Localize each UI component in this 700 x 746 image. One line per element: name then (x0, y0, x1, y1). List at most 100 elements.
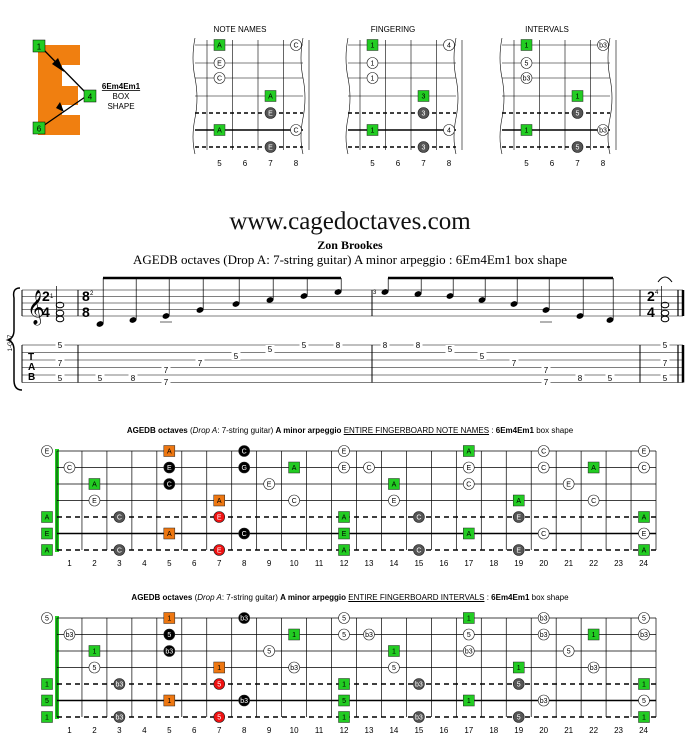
mini-note-marker-label: C (293, 43, 298, 50)
fretboard-note-marker (41, 527, 53, 540)
fretboard-note-marker-label: E (516, 515, 521, 522)
fretboard-note-marker-label: E (167, 465, 172, 472)
shape-panel: 1 4 6 6Em4Em1 BOX SHAPE (32, 39, 141, 135)
fretboard-note-marker-label: E (45, 531, 50, 538)
tab-number-bg (231, 352, 241, 360)
fretboard-note-marker-label: 1 (217, 665, 221, 672)
fretboard-note-marker-label: A (591, 465, 596, 472)
fretboard-note-marker-label: 5 (517, 715, 521, 722)
fretboard-note-marker (363, 628, 375, 641)
fretboard-note-marker (638, 678, 650, 690)
connector-line (39, 94, 89, 129)
mini-note-marker (213, 72, 226, 84)
tab-number-bg (95, 374, 105, 382)
fretboard-note-marker (41, 511, 53, 523)
fretboard-note-names: 1 2 3 4 5 6 7 8 9 10 11 12 13 14 15 16 17 18 19 20 21 22 23 24E… (41, 445, 657, 568)
tab-number-bg (445, 345, 455, 353)
measure-number-1: 1 (50, 294, 54, 300)
mini-note-marker (213, 39, 226, 51)
tab-letter-a: A (28, 362, 35, 373)
fretboard-note-marker-label: C (292, 498, 297, 505)
fretboard-note-marker (463, 628, 475, 641)
fretboard-note-marker (463, 527, 475, 540)
fretboard-note-marker (638, 445, 650, 457)
fretboard-note-marker (413, 544, 425, 556)
fretboard-note-marker-label: 5 (267, 649, 271, 656)
mini-note-marker-label: 1 (371, 61, 375, 68)
mini-note-marker-label: b3 (523, 76, 531, 83)
notehead (129, 317, 137, 323)
tab-number-bg (161, 378, 171, 386)
fretboard-note-marker (113, 511, 126, 523)
notehead (196, 307, 204, 313)
fretboard-note-marker-label: C (117, 515, 122, 522)
mini-note-marker (290, 124, 302, 136)
fretboard-markers: E A C E A C E C E G A E C E C A C A C E A C E E A C E A C A C E A C E A E A C E… (41, 445, 650, 556)
tab-number: 7 (544, 366, 549, 375)
mini-note-marker (264, 90, 277, 102)
fretboard-note-marker-label: E (566, 482, 571, 489)
fretboard-note-marker (288, 494, 300, 507)
time-sig-mid-top: 8 (82, 288, 90, 304)
mini-note-marker-label: 4 (447, 128, 451, 135)
fretboard-note-marker (388, 661, 400, 674)
measure-number-4: 4 (655, 290, 659, 296)
mini-note-marker-label: b3 (599, 43, 607, 50)
mini-diagram-3: INTERVALS 5 6 7 8 1 5 b3 1 5 1 5 b3 b3 (499, 25, 617, 168)
fretboard-note-marker (213, 511, 226, 523)
fretboard-note-marker (338, 612, 350, 624)
fretboard-note-marker (238, 612, 250, 624)
mini-diagrams: NOTE NAMES 5 6 7 8 A E C A E A E C C FINGERING 5 6 7 8 1 1 1 3… (192, 25, 617, 168)
arrow-head (56, 102, 64, 112)
fretboard-note-marker (113, 678, 126, 690)
fretboard-note-marker-label: C (242, 449, 247, 456)
mini-note-marker (597, 124, 609, 136)
tab-number-bg (195, 359, 205, 367)
fretboard-note-marker-label: A (342, 515, 347, 522)
fretboard-note-marker-label: 1 (642, 715, 646, 722)
tab-letter-b: B (28, 372, 35, 383)
fretboard-note-marker-label: A (92, 482, 97, 489)
tab-number-bg (299, 341, 309, 349)
tab-number-bg (55, 341, 65, 349)
fretboard-note-marker (338, 527, 350, 540)
notehead (381, 289, 389, 295)
fretboard-note-marker-label: A (45, 548, 50, 555)
fretboard-note-marker (238, 461, 250, 474)
fretboard-note-marker (388, 494, 400, 507)
tab-number-bg (605, 374, 615, 382)
mini-fret-number: 8 (447, 159, 452, 168)
tab-number-bg (660, 341, 670, 349)
mini-fret-number: 7 (268, 159, 273, 168)
fretboard-note-marker-label: A (342, 548, 347, 555)
fretboard-note-marker (288, 661, 300, 674)
fretboard-note-marker-label: 1 (517, 665, 521, 672)
site-title: www.cagedoctaves.com (229, 208, 471, 235)
mini-note-marker (366, 124, 379, 136)
fretboard-note-marker-label: 1 (392, 649, 396, 656)
fret-number: 14 (389, 559, 398, 568)
fretboard-note-marker-label: 1 (167, 616, 171, 623)
tab-number: 7 (663, 359, 668, 368)
notehead (334, 289, 342, 295)
mini-fret-number: 8 (601, 159, 606, 168)
arrow-head (52, 58, 64, 72)
tab-number: 5 (58, 341, 63, 350)
mini-note-marker-label: 5 (576, 145, 580, 152)
mini-note-marker (597, 39, 609, 51)
tab-number: 8 (578, 374, 583, 383)
fretboard-note-marker (338, 511, 350, 523)
mini-note-marker-label: b3 (599, 128, 607, 135)
fret-number: 15 (414, 559, 423, 568)
fret-number: 24 (639, 559, 648, 568)
fret-number: 17 (464, 726, 473, 735)
fretboard-note-marker (213, 678, 226, 690)
fret-number: 16 (439, 726, 448, 735)
chord-notehead (55, 315, 65, 323)
tab-number-bg (161, 366, 171, 374)
mini-fret-number: 6 (243, 159, 248, 168)
mini-note-marker (264, 107, 277, 119)
tab-number: 8 (336, 341, 341, 350)
fret-number: 7 (217, 726, 222, 735)
tab-number-bg (265, 345, 275, 353)
